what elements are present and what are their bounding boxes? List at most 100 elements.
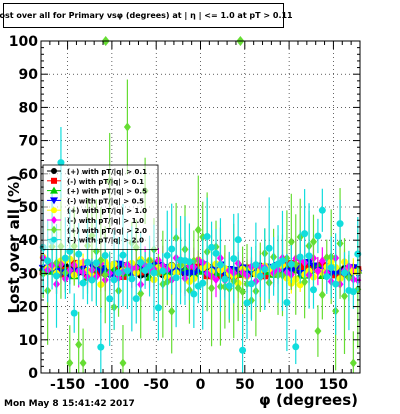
- data-point: [301, 230, 309, 238]
- legend-label: (+) with pT/|q| > 0.1: [67, 168, 147, 177]
- data-point: [50, 197, 58, 205]
- data-point: [349, 358, 357, 368]
- data-point: [61, 254, 69, 262]
- y-tick-label: 90: [19, 67, 39, 83]
- x-tick-label: 50: [235, 377, 255, 393]
- data-point: [287, 237, 295, 247]
- data-point: [123, 267, 131, 275]
- data-point: [318, 290, 326, 300]
- legend-label: (-) with pT/|q| > 0.5: [67, 197, 144, 206]
- data-point: [185, 258, 193, 266]
- y-tick-label: 0: [28, 366, 38, 382]
- data-point: [323, 253, 331, 263]
- data-point: [159, 267, 167, 275]
- data-point: [190, 290, 198, 298]
- legend-label: (+) with pT/|q| > 0.5: [67, 188, 147, 197]
- data-point: [301, 277, 309, 287]
- data-point: [296, 253, 304, 261]
- data-point: [51, 216, 57, 224]
- x-axis-label: φ (degrees): [259, 391, 358, 409]
- data-point: [327, 264, 335, 272]
- data-point: [212, 274, 220, 284]
- data-point: [221, 275, 229, 283]
- data-point: [110, 276, 118, 284]
- x-tick-label: 0: [196, 377, 206, 393]
- data-point: [256, 272, 264, 280]
- data-point: [101, 252, 109, 260]
- data-point: [79, 358, 87, 368]
- x-tick-label: 100: [274, 377, 303, 393]
- legend: (+) with pT/|q| > 0.1(-) with pT/|q| > 0…: [42, 164, 159, 250]
- chart-title: Lost over all for Primary vsφ (degrees) …: [0, 3, 293, 28]
- data-point: [309, 286, 317, 294]
- data-point: [309, 237, 317, 247]
- legend-box: [42, 164, 159, 250]
- data-point: [75, 250, 83, 258]
- y-tick-label: 40: [19, 233, 39, 249]
- y-tick-label: 50: [19, 200, 39, 216]
- legend-label: (+) with pT/|q| > 1.0: [67, 207, 147, 216]
- data-point: [115, 269, 123, 277]
- data-point: [265, 244, 273, 252]
- data-point: [70, 309, 78, 317]
- data-point: [318, 256, 326, 266]
- y-tick-label: 20: [19, 300, 39, 316]
- data-point: [75, 340, 83, 350]
- data-point: [323, 273, 331, 281]
- data-point: [336, 220, 344, 228]
- data-point: [106, 295, 114, 303]
- data-point: [208, 243, 216, 251]
- data-point: [287, 260, 295, 268]
- data-point: [239, 346, 247, 354]
- data-point: [243, 299, 251, 307]
- data-point: [314, 232, 322, 240]
- data-point: [154, 304, 162, 312]
- x-tick-label: 150: [319, 377, 348, 393]
- data-point: [172, 274, 180, 282]
- data-point: [212, 249, 220, 257]
- data-point: [137, 259, 145, 267]
- grid-lines: [41, 40, 360, 374]
- data-point: [247, 280, 255, 288]
- data-point: [51, 207, 57, 214]
- axis-ticks: 0 10 20 30 40 50 60 70 80 90 100 -150 -100 -50 0 50 100 1…: [9, 34, 360, 393]
- data-point: [225, 282, 233, 290]
- timestamp: Mon May 8 15:41:42 2017: [4, 399, 135, 409]
- data-point: [119, 358, 127, 368]
- data-point: [146, 262, 154, 270]
- data-point: [203, 233, 211, 241]
- data-point: [252, 261, 260, 269]
- data-point: [234, 283, 242, 293]
- data-point: [208, 283, 216, 293]
- data-point: [292, 343, 300, 351]
- data-point: [340, 291, 348, 301]
- data-point: [349, 288, 357, 296]
- data-point: [314, 326, 322, 336]
- legend-label: (-) with pT/|q| > 0.1: [67, 178, 144, 187]
- data-point: [101, 270, 109, 280]
- data-point: [278, 257, 286, 265]
- y-tick-label: 100: [9, 34, 38, 50]
- data-point: [318, 206, 326, 214]
- data-point: [132, 295, 140, 303]
- data-point: [141, 266, 149, 274]
- data-point: [216, 261, 224, 269]
- data-point: [57, 159, 65, 167]
- y-axis-label: Lost over all (%): [5, 175, 23, 313]
- data-point: [92, 259, 100, 267]
- data-point: [305, 252, 313, 260]
- x-tick-label: -150: [50, 377, 85, 393]
- legend-label: (-) with pT/|q| > 1.0: [67, 217, 144, 226]
- y-tick-label: 70: [19, 134, 39, 150]
- data-point: [332, 280, 340, 288]
- chart-title-text: Lost over all for Primary vsφ (degrees) …: [0, 11, 293, 20]
- data-point: [163, 251, 171, 259]
- data-point: [44, 257, 52, 265]
- y-tick-label: 30: [19, 266, 39, 282]
- data-point: [199, 279, 207, 287]
- data-point: [283, 298, 291, 306]
- data-point: [84, 258, 92, 266]
- data-point: [128, 275, 136, 283]
- data-point: [51, 177, 57, 184]
